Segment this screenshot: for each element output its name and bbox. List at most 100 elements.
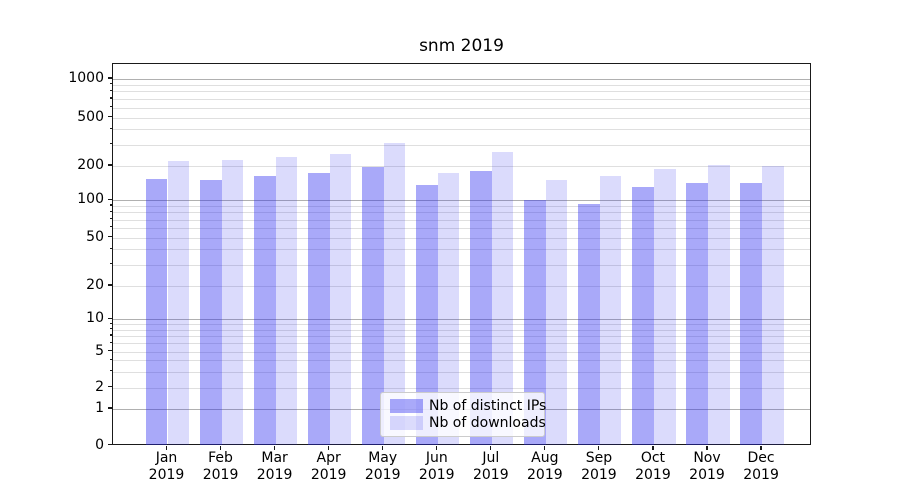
x-tick-label: Dec 2019 [743,450,779,483]
gridline-minor [113,219,810,221]
legend-swatch-distinct-ips [390,399,423,413]
legend-swatch-downloads [390,416,423,430]
x-tick-mark [165,445,168,450]
bar-ips-jan [145,178,168,446]
x-tick-mark [760,445,762,450]
x-tick-mark [436,445,438,450]
bar-ips-aug [524,199,546,446]
bar-downloads-nov [708,164,730,446]
bar-downloads-oct [653,168,676,446]
gridline-minor [113,324,810,326]
y-tick-label: 1 [95,400,104,416]
bar-downloads-dec [762,166,784,446]
y-minor-tick-mark [110,334,112,336]
gridline-minor [113,329,810,331]
bar-downloads-jan [167,161,190,446]
bar-ips-jul [470,171,492,446]
gridline-minor [113,371,810,373]
gridline-minor [113,237,810,239]
y-minor-tick-mark [110,89,112,92]
y-tick-label: 100 [77,191,104,208]
legend-item-downloads: Nb of downloads [390,415,546,431]
y-tick-mark [108,407,112,409]
gridline-major [113,200,810,202]
x-tick-mark [382,445,384,450]
gridline-minor [113,286,810,287]
y-minor-tick-mark [110,370,112,372]
x-tick-label: Nov 2019 [689,450,725,483]
gridline-minor [113,249,810,251]
x-tick-mark [706,445,708,450]
legend-label-distinct-ips: Nb of distinct IPs [429,398,547,414]
x-tick-label: Apr 2019 [310,450,347,483]
y-minor-tick-mark [110,204,112,206]
bar-ips-sep [578,203,600,446]
y-minor-tick-mark [110,322,112,324]
y-minor-tick-mark [110,105,112,108]
y-tick-label: 5 [95,342,104,359]
gridline-minor [113,117,810,119]
chart-title: snm 2019 [419,36,504,56]
gridline-minor [113,264,810,266]
gridline-minor [113,129,810,131]
bar-downloads-feb [221,159,244,446]
x-tick-mark [544,445,546,450]
x-tick-label: May 2019 [364,450,401,483]
bar-ips-nov [686,182,708,446]
y-tick-mark [108,284,112,286]
legend-item-distinct-ips: Nb of distinct IPs [390,398,546,414]
bar-ips-jun [416,185,438,446]
bar-downloads-jun [437,172,460,446]
bar-downloads-may [383,142,406,446]
gridline-major [113,79,810,80]
y-tick-label: 10 [86,310,104,327]
y-tick-mark [108,386,112,388]
gridline-minor [113,91,810,93]
y-minor-tick-mark [110,247,112,250]
bar-ips-oct [632,186,654,446]
gridline-minor [113,360,810,362]
legend-label-downloads: Nb of downloads [429,415,546,431]
x-tick-mark [490,445,492,450]
bar-ips-may [362,166,384,446]
gridline-minor [113,343,810,345]
gridline-minor [113,335,810,337]
y-tick-mark [108,198,112,200]
y-minor-tick-mark [110,83,112,85]
gridline-minor [113,144,810,146]
y-tick-label: 2 [95,378,104,395]
gridline-minor [113,387,810,389]
gridline-minor [113,351,810,353]
x-tick-label: Jun 2019 [418,450,455,483]
bar-ips-mar [254,176,276,446]
bar-downloads-aug [545,179,568,446]
x-tick-mark [598,445,600,450]
x-tick-mark [274,445,276,450]
y-tick-label: 50 [86,228,104,245]
x-tick-label: Jul 2019 [472,450,509,483]
x-tick-label: Aug 2019 [527,450,563,483]
bar-downloads-sep [599,175,622,446]
x-tick-label: Oct 2019 [635,450,671,483]
bar-ips-apr [308,173,330,446]
y-tick-label: 20 [86,277,104,293]
y-minor-tick-mark [110,97,112,99]
y-tick-mark [108,77,112,79]
bar-downloads-jul [491,152,514,446]
y-minor-tick-mark [110,263,112,265]
y-tick-mark [108,443,112,446]
y-tick-mark [108,236,112,238]
bar-downloads-apr [329,153,352,446]
y-minor-tick-mark [110,127,112,130]
y-minor-tick-mark [110,143,112,145]
x-tick-label: Jan 2019 [148,450,185,483]
y-tick-label: 200 [77,157,104,173]
x-tick-mark [219,445,222,450]
y-tick-mark [108,350,112,352]
x-tick-label: Mar 2019 [256,450,293,483]
y-tick-label: 500 [77,108,104,125]
bar-downloads-mar [275,157,298,446]
y-minor-tick-mark [110,341,112,343]
gridline-minor [113,212,810,214]
